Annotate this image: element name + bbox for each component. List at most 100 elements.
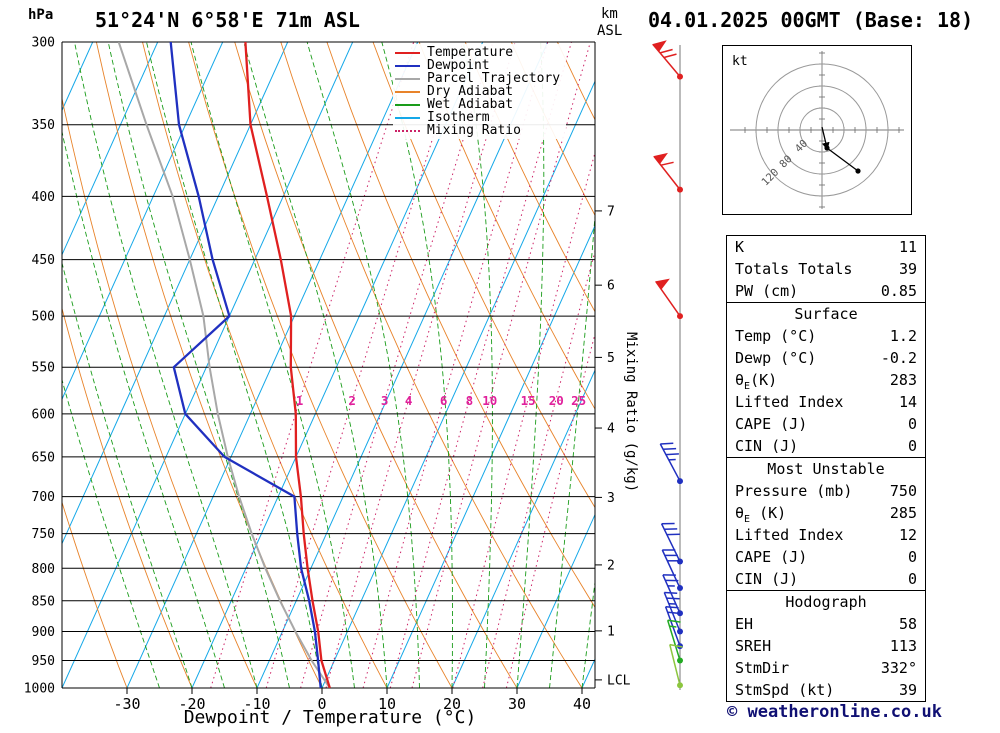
svg-text:15: 15 [521, 393, 536, 408]
table-row-label: Dewp (°C) [735, 349, 817, 367]
svg-text:LCL: LCL [607, 673, 631, 688]
isotherm-lines [62, 42, 595, 688]
km-axis: 7 6 5 4 3 2 1 LCL [595, 204, 631, 688]
table-row-value: 12 [898, 526, 917, 544]
table-row-label: CAPE (J) [735, 548, 808, 566]
wind-barb [669, 643, 683, 689]
hodograph-rings [755, 63, 889, 197]
legend-label: Parcel Trajectory [427, 71, 561, 86]
profiles [117, 42, 331, 688]
table-row: PW (cm) 0.85 [727, 280, 925, 302]
svg-text:4: 4 [607, 422, 615, 437]
table-row-label: Lifted Index [735, 393, 844, 411]
table-row-label: PW (cm) [735, 282, 799, 300]
table-row-value: 283 [889, 371, 917, 389]
legend-item: Dewpoint [395, 59, 560, 72]
table-row-value: 11 [898, 238, 917, 256]
legend-label: Wet Adiabat [427, 97, 514, 112]
svg-text:400: 400 [32, 190, 55, 205]
svg-text:600: 600 [32, 407, 55, 422]
svg-text:10: 10 [378, 695, 396, 713]
table-row-value: -0.2 [880, 349, 917, 367]
svg-text:-20: -20 [178, 695, 205, 713]
hodograph-unit-label: kt [732, 54, 748, 69]
table-row-label: K [735, 238, 745, 256]
wind-barb [661, 549, 683, 592]
svg-text:25: 25 [571, 393, 586, 408]
legend-swatch-solid [395, 51, 420, 54]
svg-text:7: 7 [607, 204, 615, 219]
table-row-label: θE(K) [735, 371, 778, 392]
svg-text:550: 550 [32, 361, 55, 376]
svg-text:3: 3 [381, 393, 389, 408]
table-row-value: 332° [880, 659, 917, 677]
svg-text:900: 900 [32, 625, 55, 640]
pressure-labels: 300 350 400 450 500 550 600 650 700 750 800 850 900 9… [24, 36, 55, 697]
table-section-header: Hodograph [785, 593, 867, 611]
table-row-label: Lifted Index [735, 526, 844, 544]
table-row-value: 0 [907, 437, 917, 455]
svg-text:1000: 1000 [24, 682, 55, 697]
table-row-value: 1.2 [889, 327, 917, 345]
table-row: K 11 [727, 236, 925, 258]
table-section: Hodograph EH 58 SREH 113 StmDir 332° StmSpd (kt… [727, 590, 925, 701]
table-row-value: 58 [898, 615, 917, 633]
datetime-label: 04.01.2025 00GMT (Base: 18) [648, 8, 974, 32]
svg-text:20: 20 [549, 393, 564, 408]
legend-item: Mixing Ratio [395, 124, 560, 137]
svg-text:8: 8 [466, 393, 474, 408]
svg-text:6: 6 [440, 393, 448, 408]
svg-text:750: 750 [32, 527, 55, 542]
svg-text:10: 10 [482, 393, 497, 408]
table-row: Pressure (mb) 750 [727, 480, 925, 502]
table-row-value: 750 [889, 482, 917, 500]
legend: Temperature Dewpoint Parcel Trajectory Dry … [393, 44, 567, 139]
svg-text:500: 500 [32, 310, 55, 325]
table-row-value: 39 [898, 681, 917, 699]
legend-label: Mixing Ratio [427, 123, 521, 138]
pressure-grid [61, 41, 596, 689]
table-row-value: 14 [898, 393, 917, 411]
svg-text:0: 0 [317, 695, 326, 713]
temperature-line [244, 42, 331, 688]
wind-barb [652, 40, 683, 80]
svg-text:6: 6 [607, 279, 615, 294]
legend-label: Dry Adiabat [427, 84, 514, 99]
svg-text:450: 450 [32, 253, 55, 268]
svg-text:650: 650 [32, 450, 55, 465]
svg-text:850: 850 [32, 594, 55, 609]
table-section: K 11 Totals Totals 39 PW (cm) 0.85 [727, 236, 925, 302]
table-row: CIN (J) 0 [727, 435, 925, 457]
wind-barb [653, 152, 683, 193]
svg-text:2: 2 [348, 393, 356, 408]
table-row-value: 0 [907, 548, 917, 566]
table-section-header: Surface [794, 305, 858, 323]
table-row-label: StmSpd (kt) [735, 681, 835, 699]
table-row-value: 0.85 [880, 282, 917, 300]
dewpoint-line [169, 42, 322, 688]
legend-item: Wet Adiabat [395, 98, 560, 111]
temp-axis: -30 -20 -10 0 10 20 30 40 [113, 688, 591, 713]
table-row-label: θE (K) [735, 504, 787, 525]
svg-text:-10: -10 [243, 695, 270, 713]
table-row: SREH 113 [727, 635, 925, 657]
svg-text:30: 30 [508, 695, 526, 713]
table-row-value: 285 [889, 504, 917, 522]
table-row-label: EH [735, 615, 754, 633]
svg-text:40: 40 [573, 695, 591, 713]
svg-text:800: 800 [32, 562, 55, 577]
table-row: Lifted Index 14 [727, 391, 925, 413]
legend-label: Temperature [427, 45, 514, 60]
hodograph-trace [821, 126, 861, 174]
table-row: StmDir 332° [727, 657, 925, 679]
table-section: Most Unstable Pressure (mb) 750 θE (K) 285 Li… [727, 457, 925, 590]
table-row-label: Pressure (mb) [735, 482, 853, 500]
table-section: Surface Temp (°C) 1.2 Dewp (°C) -0.2 θE(K) 283… [727, 302, 925, 457]
table-row-label: StmDir [735, 659, 790, 677]
legend-swatch-solid [395, 64, 420, 67]
table-row-value: 0 [907, 570, 917, 588]
table-row: CAPE (J) 0 [727, 546, 925, 568]
svg-text:950: 950 [32, 654, 55, 669]
